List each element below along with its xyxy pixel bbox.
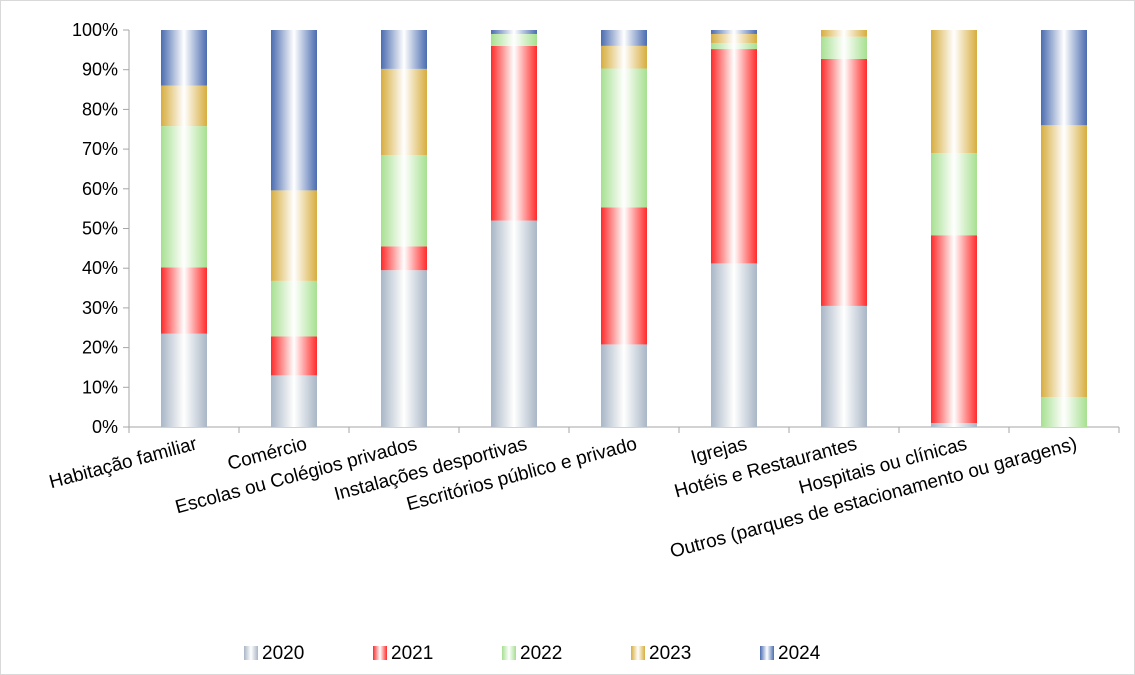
bar-segment-2024	[1041, 30, 1087, 126]
legend-swatch-2020	[244, 646, 258, 660]
y-tick-label: 0%	[92, 417, 118, 437]
bar-segment-2023	[1041, 125, 1087, 398]
legend-label: 2020	[262, 643, 304, 664]
bars-layer	[161, 30, 1087, 427]
bar-segment-2021	[931, 235, 977, 424]
y-tick-label: 70%	[82, 139, 118, 159]
bar-segment-2021	[161, 267, 207, 334]
bar-segment-2022	[161, 126, 207, 268]
legend: 2020 2021 2022 2023 2024	[244, 643, 821, 664]
bar-segment-2023	[601, 45, 647, 69]
legend-label: 2024	[778, 643, 821, 664]
bar-segment-2023	[821, 30, 867, 37]
bar-segment-2021	[491, 45, 537, 221]
axis-layer: 0% 10% 20% 30% 40% 50% 60% 70% 80% 90% 100%	[72, 20, 1120, 437]
bar-segment-2023	[711, 33, 757, 44]
bar-segment-2021	[381, 246, 427, 271]
y-tick-label: 20%	[82, 338, 118, 358]
bar-segment-2020	[161, 333, 207, 427]
bar-segment-2022	[381, 155, 427, 247]
y-tick-label: 50%	[82, 219, 118, 239]
bar-segment-2020	[381, 270, 427, 427]
y-tick-label: 90%	[82, 60, 118, 80]
bar-segment-2022	[821, 36, 867, 59]
bar-segment-2022	[711, 43, 757, 50]
legend-label: 2023	[649, 643, 691, 664]
legend-swatch-2021	[373, 646, 387, 660]
bar-segment-2024	[601, 30, 647, 46]
y-tick-label: 60%	[82, 179, 118, 199]
legend-swatch-2024	[760, 646, 774, 660]
bar-segment-2021	[271, 336, 317, 376]
y-tick-label: 40%	[82, 258, 118, 278]
bar-segment-2023	[271, 190, 317, 281]
legend-swatch-2022	[502, 646, 516, 660]
y-tick-label: 30%	[82, 298, 118, 318]
bar-segment-2021	[711, 49, 757, 264]
bar-segment-2020	[711, 263, 757, 427]
legend-label: 2021	[391, 643, 433, 664]
legend-label: 2022	[520, 643, 562, 664]
bar-segment-2022	[931, 153, 977, 236]
legend-swatch-2023	[631, 646, 645, 660]
y-tick-label: 80%	[82, 99, 118, 119]
bar-segment-2021	[821, 58, 867, 306]
bar-segment-2022	[491, 33, 537, 46]
bar-segment-2022	[271, 280, 317, 337]
bar-segment-2022	[601, 68, 647, 208]
bar-segment-2024	[711, 30, 757, 34]
bar-segment-2023	[381, 68, 427, 156]
bar-segment-2024	[271, 30, 317, 191]
bar-segment-2024	[161, 30, 207, 86]
bar-segment-2024	[491, 30, 537, 34]
bar-segment-2023	[931, 30, 977, 154]
x-category-label: Habitação familiar	[47, 433, 200, 493]
bar-segment-2021	[601, 207, 647, 345]
bar-segment-2020	[271, 375, 317, 427]
bar-segment-2020	[821, 305, 867, 427]
y-tick-label: 10%	[82, 377, 118, 397]
bar-segment-2020	[601, 344, 647, 427]
bar-segment-2022	[1041, 397, 1087, 427]
y-tick-label: 100%	[72, 20, 118, 40]
x-category-label: Hotéis e Restaurantes	[672, 434, 859, 503]
bar-segment-2020	[491, 220, 537, 427]
bar-segment-2024	[381, 30, 427, 69]
bar-segment-2023	[161, 85, 207, 127]
bar-segment-2020	[931, 423, 977, 427]
